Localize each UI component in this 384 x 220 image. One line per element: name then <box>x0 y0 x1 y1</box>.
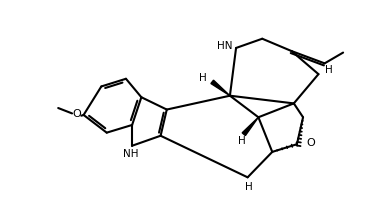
Text: HN: HN <box>217 41 232 51</box>
Polygon shape <box>242 117 258 136</box>
Polygon shape <box>211 80 230 96</box>
Text: NH: NH <box>123 149 138 159</box>
Text: H: H <box>324 65 332 75</box>
Text: O: O <box>72 109 81 119</box>
Text: H: H <box>199 73 207 83</box>
Text: O: O <box>306 138 315 148</box>
Text: H: H <box>245 182 253 192</box>
Text: H: H <box>238 136 246 146</box>
